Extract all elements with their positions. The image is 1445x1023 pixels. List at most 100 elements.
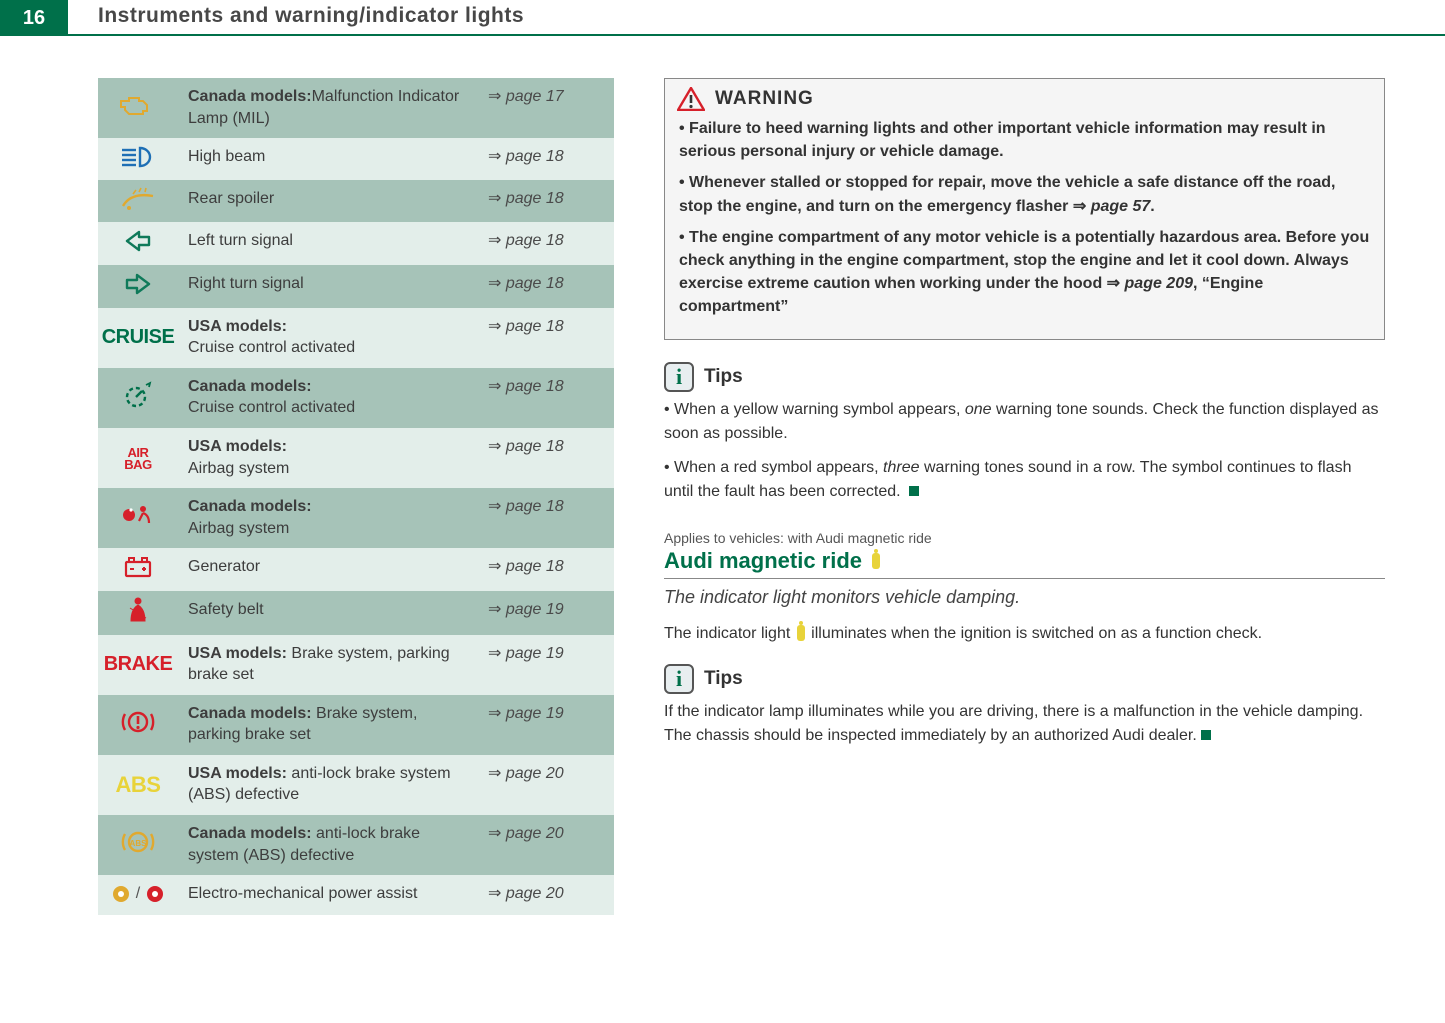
tips-bullet: When a yellow warning symbol appears, on…: [664, 398, 1385, 446]
page-reference[interactable]: page 18: [478, 222, 614, 265]
indicator-table: Canada models:Malfunction Indicator Lamp…: [98, 78, 614, 915]
table-row: Left turn signalpage 18: [98, 222, 614, 265]
warning-box: WARNING Failure to heed warning lights a…: [664, 78, 1385, 340]
power-assist-icon: /: [98, 875, 178, 915]
cruise-ca-icon: [98, 368, 178, 428]
section-title: Audi magnetic ride: [664, 548, 1385, 579]
page-reference[interactable]: page 20: [478, 755, 614, 815]
page-reference[interactable]: page 18: [478, 265, 614, 308]
tips-body: When a yellow warning symbol appears, on…: [664, 398, 1385, 504]
table-row: ABSUSA models: anti-lock brake system (A…: [98, 755, 614, 815]
damping-indicator-icon-inline: [797, 625, 805, 641]
page-reference[interactable]: page 19: [478, 591, 614, 635]
indicator-description: USA models: Brake system, parking brake …: [178, 635, 478, 695]
indicator-description: Right turn signal: [178, 265, 478, 308]
page-reference[interactable]: page 20: [478, 875, 614, 915]
tips-block-2: i Tips If the indicator lamp illuminates…: [664, 664, 1385, 748]
warning-bullet: Whenever stalled or stopped for repair, …: [679, 171, 1370, 217]
info-icon: i: [664, 664, 694, 694]
page-reference[interactable]: page 18: [478, 180, 614, 223]
table-row: ABS Canada models: anti-lock brake system…: [98, 815, 614, 875]
page-reference[interactable]: page 18: [478, 308, 614, 368]
tips-title-2: Tips: [704, 668, 743, 690]
indicator-description: Left turn signal: [178, 222, 478, 265]
table-row: CRUISEUSA models:Cruise control activate…: [98, 308, 614, 368]
table-row: AIRBAGUSA models:Airbag systempage 18: [98, 428, 614, 488]
brake-us-icon: BRAKE: [98, 635, 178, 695]
indicator-table-wrapper: Canada models:Malfunction Indicator Lamp…: [98, 78, 614, 915]
page-reference[interactable]: page 20: [478, 815, 614, 875]
table-row: Canada models:Malfunction Indicator Lamp…: [98, 78, 614, 138]
warning-triangle-icon: [677, 87, 705, 111]
indicator-description: Canada models: anti-lock brake system (A…: [178, 815, 478, 875]
engine-icon: [98, 78, 178, 138]
page-number: 16: [0, 0, 68, 36]
tips-heading-2: i Tips: [664, 664, 1385, 694]
tips-bullet: When a red symbol appears, three warning…: [664, 456, 1385, 504]
indicator-description: Canada models:Airbag system: [178, 488, 478, 548]
indicator-description: Rear spoiler: [178, 180, 478, 223]
airbag-ca-icon: [98, 488, 178, 548]
table-row: Rear spoilerpage 18: [98, 180, 614, 223]
spoiler-icon: [98, 180, 178, 223]
table-row: Canada models: Brake system, parking bra…: [98, 695, 614, 755]
indicator-description: High beam: [178, 138, 478, 180]
indicator-description: Generator: [178, 548, 478, 591]
header-bar: 16 Instruments and warning/indicator lig…: [0, 0, 1445, 36]
cruise-us-icon: CRUISE: [98, 308, 178, 368]
page-reference[interactable]: page 19: [478, 635, 614, 695]
indicator-description: USA models:Airbag system: [178, 428, 478, 488]
right-column: WARNING Failure to heed warning lights a…: [664, 78, 1385, 915]
table-row: Safety beltpage 19: [98, 591, 614, 635]
table-row: Generatorpage 18: [98, 548, 614, 591]
page-reference[interactable]: page 17: [478, 78, 614, 138]
end-square-icon: [1201, 730, 1211, 740]
info-icon: i: [664, 362, 694, 392]
table-row: BRAKEUSA models: Brake system, parking b…: [98, 635, 614, 695]
left-icon: [98, 222, 178, 265]
content-area: Canada models:Malfunction Indicator Lamp…: [98, 78, 1385, 915]
tips-heading: i Tips: [664, 362, 1385, 392]
page-reference[interactable]: page 18: [478, 138, 614, 180]
page-reference[interactable]: page 18: [478, 368, 614, 428]
applies-to-text: Applies to vehicles: with Audi magnetic …: [664, 530, 1385, 546]
indicator-description: Canada models:Malfunction Indicator Lamp…: [178, 78, 478, 138]
table-row: Canada models:Cruise control activatedpa…: [98, 368, 614, 428]
tips-block-1: i Tips When a yellow warning symbol appe…: [664, 362, 1385, 504]
warning-body: Failure to heed warning lights and other…: [665, 117, 1384, 339]
svg-text:ABS: ABS: [130, 839, 148, 848]
table-row: Canada models:Airbag systempage 18: [98, 488, 614, 548]
indicator-description: USA models: anti-lock brake system (ABS)…: [178, 755, 478, 815]
section-body: The indicator light illuminates when the…: [664, 622, 1385, 646]
abs-ca-icon: ABS: [98, 815, 178, 875]
tips-title: Tips: [704, 366, 743, 388]
indicator-description: Canada models: Brake system, parking bra…: [178, 695, 478, 755]
right-icon: [98, 265, 178, 308]
table-row: Right turn signalpage 18: [98, 265, 614, 308]
brake-ca-icon: [98, 695, 178, 755]
highbeam-icon: [98, 138, 178, 180]
page-reference[interactable]: page 18: [478, 428, 614, 488]
abs-us-icon: ABS: [98, 755, 178, 815]
page-reference[interactable]: page 19: [478, 695, 614, 755]
tips-body-2: If the indicator lamp illuminates while …: [664, 700, 1385, 748]
generator-icon: [98, 548, 178, 591]
warning-bullet: Failure to heed warning lights and other…: [679, 117, 1370, 163]
indicator-description: Electro-mechanical power assist: [178, 875, 478, 915]
warning-bullet: The engine compartment of any motor vehi…: [679, 226, 1370, 319]
warning-title: WARNING: [715, 88, 814, 110]
airbag-us-icon: AIRBAG: [98, 428, 178, 488]
indicator-description: Canada models:Cruise control activated: [178, 368, 478, 428]
page-title: Instruments and warning/indicator lights: [98, 4, 524, 28]
indicator-description: Safety belt: [178, 591, 478, 635]
magnetic-ride-section: Applies to vehicles: with Audi magnetic …: [664, 530, 1385, 646]
tips2-text: If the indicator lamp illuminates while …: [664, 703, 1363, 744]
warning-heading: WARNING: [665, 79, 1384, 117]
section-title-text: Audi magnetic ride: [664, 548, 862, 574]
page-reference[interactable]: page 18: [478, 488, 614, 548]
damping-indicator-icon: [872, 553, 880, 569]
page-reference[interactable]: page 18: [478, 548, 614, 591]
belt-icon: [98, 591, 178, 635]
section-intro: The indicator light monitors vehicle dam…: [664, 587, 1385, 608]
table-row: / Electro-mechanical power assistpage 20: [98, 875, 614, 915]
